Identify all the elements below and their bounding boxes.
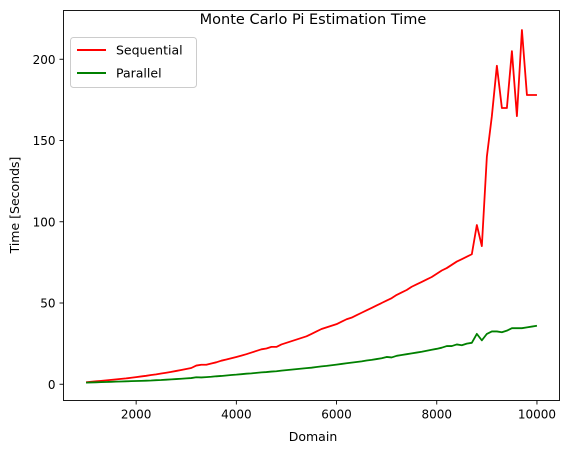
y-tick-label: 100 [33, 215, 56, 229]
x-tick-label: 2000 [121, 408, 152, 422]
x-tick-label: 8000 [421, 408, 452, 422]
series-layer [85, 29, 538, 384]
y-tick-label: 0 [48, 378, 56, 392]
y-axis-label: Time [Seconds] [7, 157, 22, 255]
x-tick-label: 4000 [221, 408, 252, 422]
plot-frame [63, 10, 560, 401]
x-axis: 2000 4000 6000 8000 10000 [121, 400, 556, 422]
x-tick-label: 6000 [321, 408, 352, 422]
chart-title: Monte Carlo Pi Estimation Time [200, 12, 427, 28]
legend-label-sequential: Sequential [116, 43, 183, 58]
series-line-parallel [86, 324, 538, 384]
series-line-sequential [85, 29, 537, 384]
y-tick-label: 150 [33, 134, 56, 148]
y-tick-label: 200 [33, 53, 56, 67]
legend: Sequential Parallel [70, 37, 197, 88]
legend-label-parallel: Parallel [116, 66, 162, 81]
x-tick-label: 10000 [518, 408, 556, 422]
y-axis: 0 50 100 150 200 [33, 53, 64, 392]
x-axis-label: Domain [289, 429, 338, 444]
plot-area [63, 10, 560, 401]
y-tick-label: 50 [40, 297, 55, 311]
